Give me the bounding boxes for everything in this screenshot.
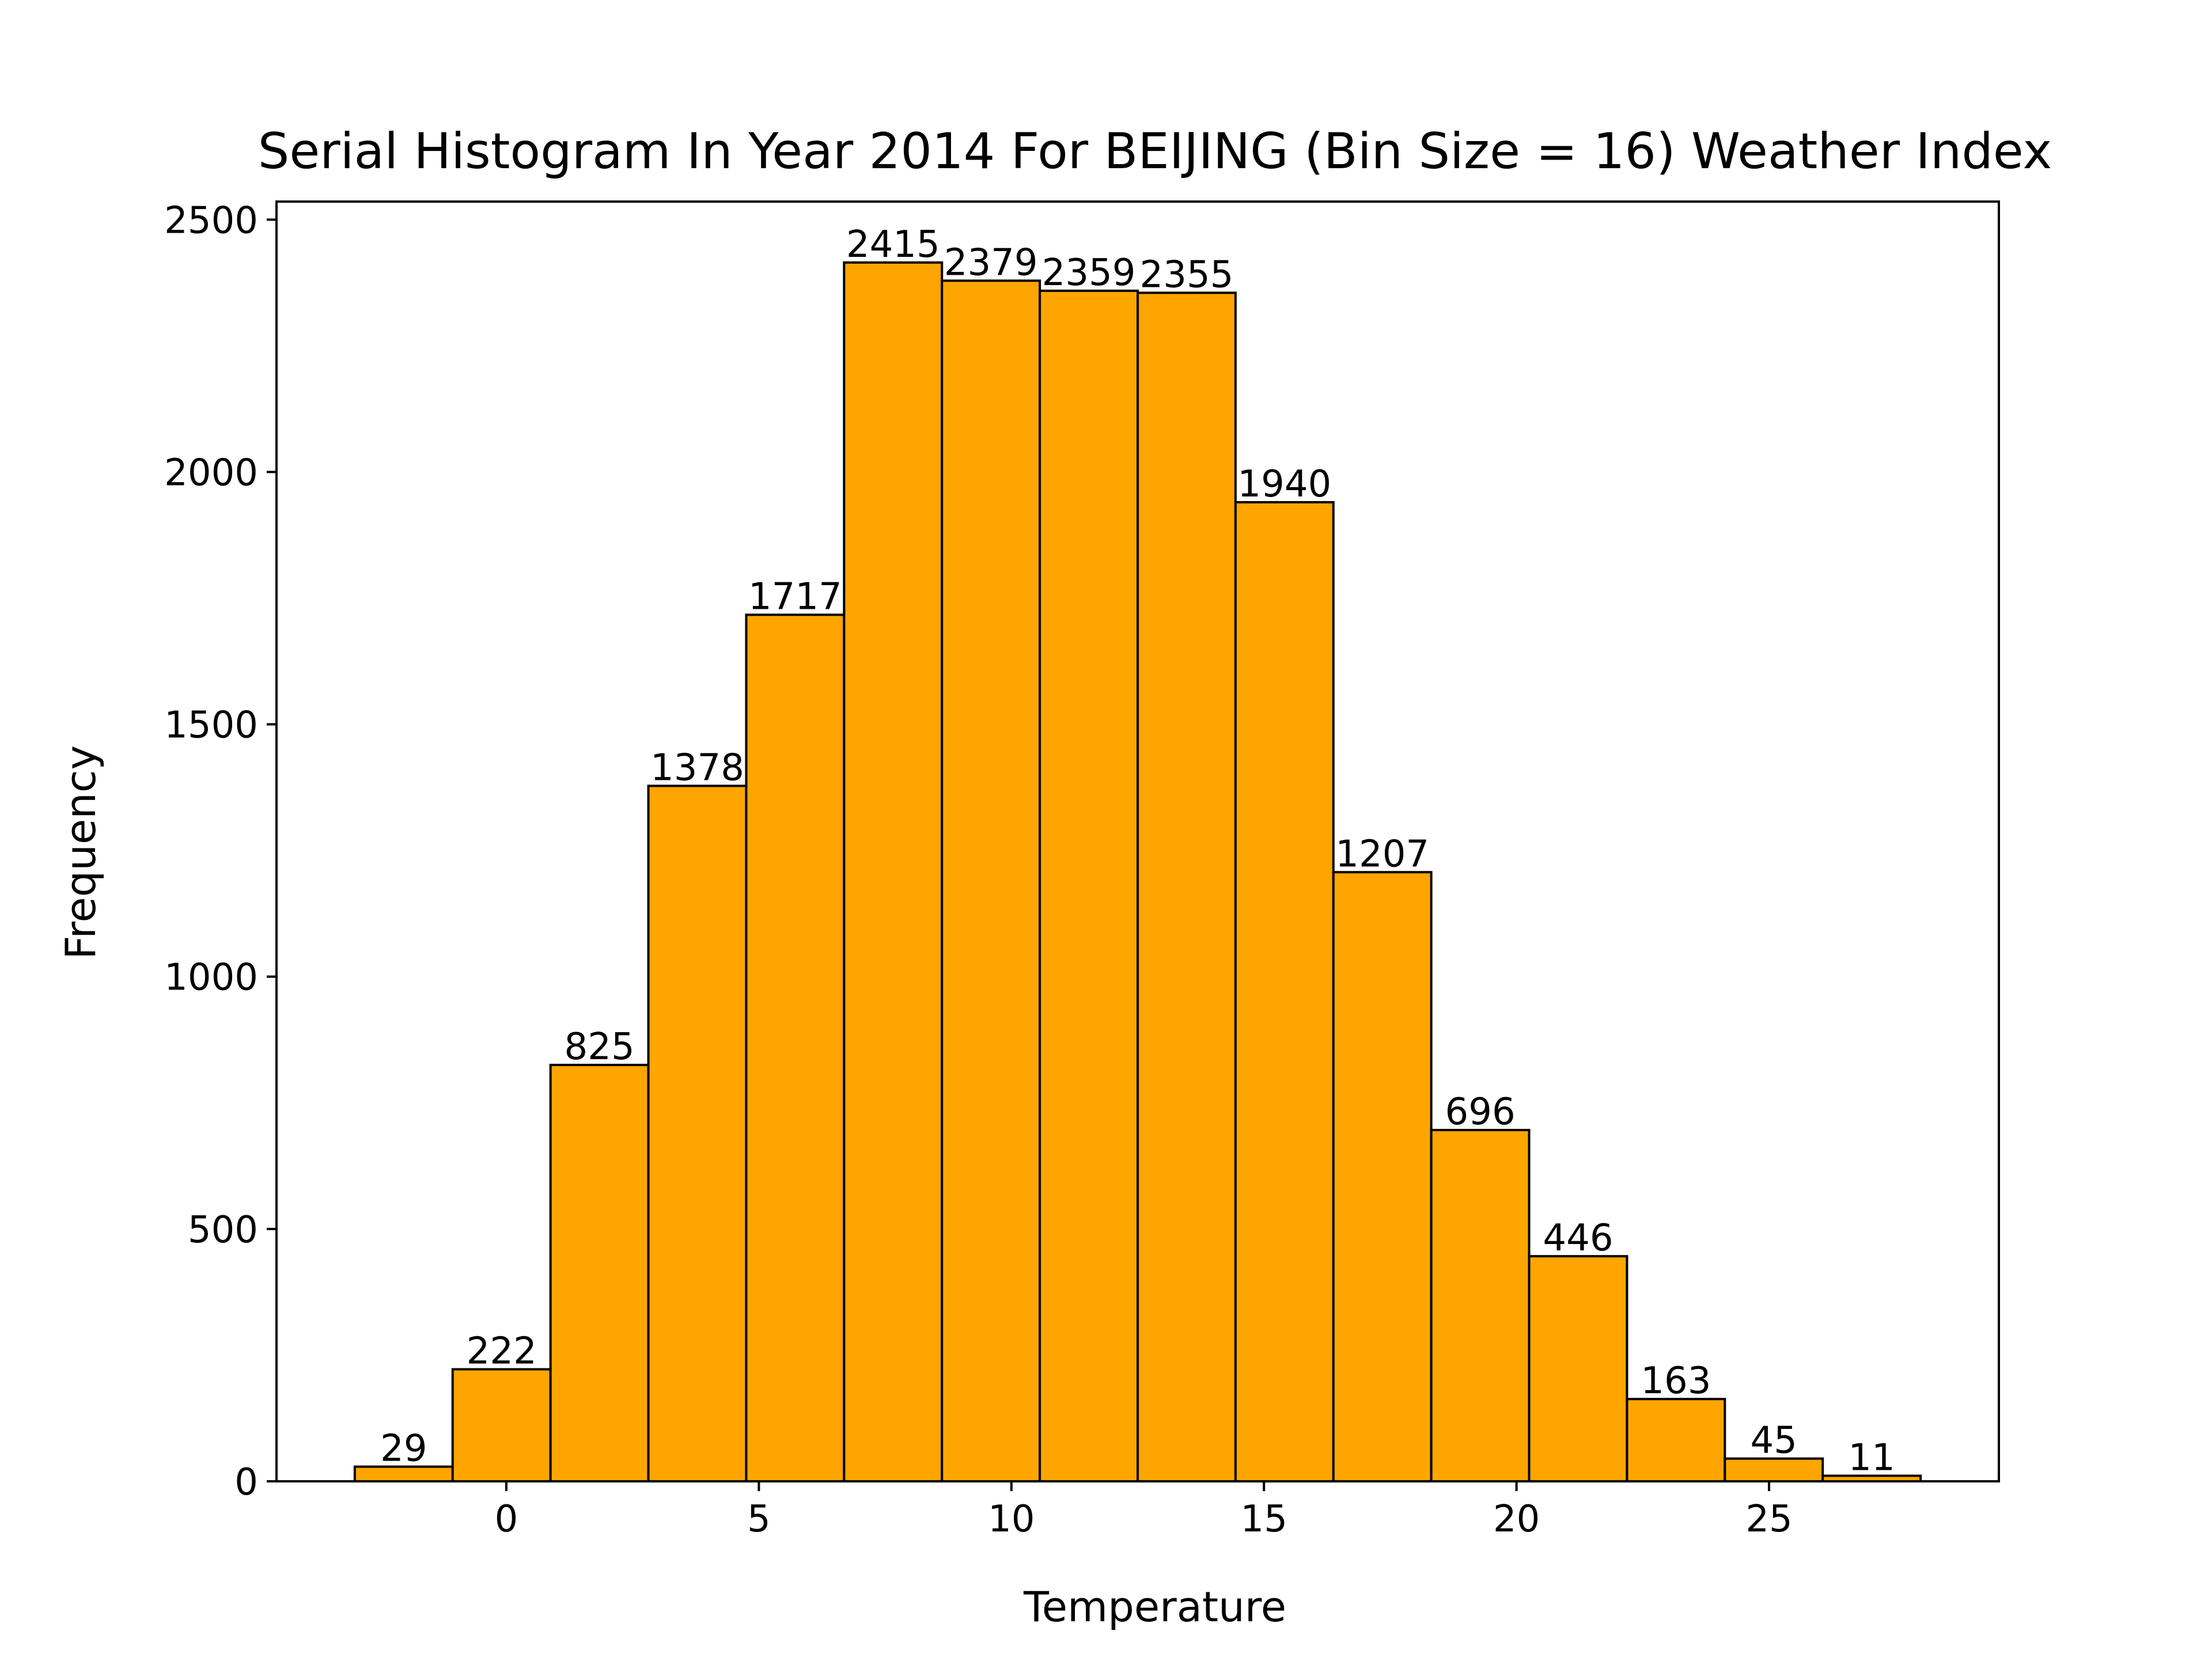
bar-value-label: 2379 xyxy=(944,241,1038,284)
histogram-bar xyxy=(1137,291,1237,1482)
bar-value-label: 163 xyxy=(1641,1360,1711,1402)
histogram-bar xyxy=(1626,1398,1726,1483)
bar-value-label: 11 xyxy=(1848,1436,1895,1479)
bar-value-label: 1378 xyxy=(650,747,744,790)
bar-value-label: 1940 xyxy=(1237,463,1331,506)
histogram-bar xyxy=(941,279,1041,1482)
y-tick-label: 0 xyxy=(234,1461,258,1504)
histogram-bar xyxy=(549,1064,650,1482)
histogram-bar xyxy=(1724,1457,1824,1482)
bar-value-label: 825 xyxy=(565,1026,635,1068)
bar-value-label: 2359 xyxy=(1042,252,1136,294)
x-axis-label: Temperature xyxy=(1023,1583,1286,1631)
histogram-bar xyxy=(1234,501,1335,1482)
histogram-bar xyxy=(1430,1129,1531,1483)
histogram-bar xyxy=(1332,871,1433,1482)
y-tick-label: 2500 xyxy=(164,199,258,242)
histogram-bar xyxy=(1528,1255,1628,1482)
x-tick-label: 20 xyxy=(1493,1498,1540,1541)
x-tick-label: 0 xyxy=(495,1498,518,1541)
bar-value-label: 222 xyxy=(467,1330,537,1372)
bar-value-label: 446 xyxy=(1543,1217,1613,1260)
histogram-bar xyxy=(745,613,846,1482)
x-axis-ticks: 0 5 10 15 20 25 xyxy=(495,1481,1793,1541)
y-tick-label: 2000 xyxy=(164,452,258,494)
x-tick-label: 25 xyxy=(1745,1498,1792,1541)
histogram-bar xyxy=(353,1465,454,1482)
bar-value-label: 45 xyxy=(1751,1420,1797,1462)
bar-value-label: 1717 xyxy=(748,575,842,618)
chart-title: Serial Histogram In Year 2014 For BEIJIN… xyxy=(258,123,2052,180)
bar-value-label: 2415 xyxy=(846,223,940,266)
bar-labels-layer: 29 222 825 1378 1717 2415 2379 2359 2355 1940 1207… xyxy=(380,223,1895,1480)
plot-frame xyxy=(275,200,2000,1482)
bars-layer xyxy=(353,261,1922,1483)
y-tick-label: 500 xyxy=(188,1209,258,1252)
y-tick-label: 1500 xyxy=(164,704,258,747)
histogram-bar xyxy=(1039,289,1139,1482)
histogram-bar xyxy=(647,784,748,1482)
y-axis-ticks: 0 500 1000 1500 2000 2500 xyxy=(164,199,276,1504)
x-tick-label: 15 xyxy=(1240,1498,1287,1541)
histogram-bar xyxy=(451,1368,552,1483)
x-tick-label: 10 xyxy=(988,1498,1035,1541)
y-tick-label: 1000 xyxy=(164,957,258,999)
bar-value-label: 1207 xyxy=(1335,833,1429,875)
histogram-bar xyxy=(843,261,944,1482)
x-tick-label: 5 xyxy=(747,1498,771,1541)
bar-value-label: 29 xyxy=(380,1428,427,1470)
bar-value-label: 696 xyxy=(1445,1091,1516,1133)
bar-value-label: 2355 xyxy=(1140,253,1234,296)
y-axis-label: Frequency xyxy=(56,745,105,960)
